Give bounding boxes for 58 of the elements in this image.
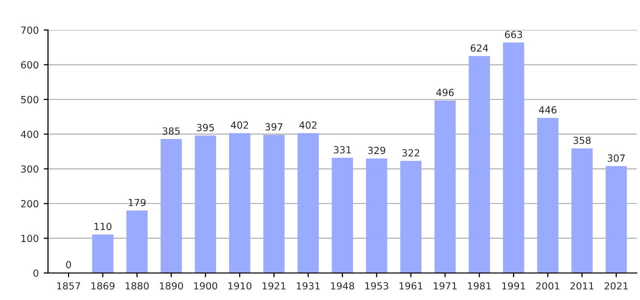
bar bbox=[606, 166, 627, 273]
bar bbox=[332, 158, 354, 273]
x-tick-label: 1900 bbox=[194, 282, 218, 290]
data-label: 322 bbox=[402, 149, 420, 157]
data-label: 329 bbox=[368, 146, 386, 154]
data-label: 397 bbox=[265, 123, 282, 131]
x-tick-label: 1991 bbox=[502, 282, 526, 290]
data-label: 358 bbox=[573, 136, 591, 144]
bar bbox=[571, 148, 593, 273]
x-tick-label: 1921 bbox=[262, 282, 286, 290]
x-tick-label: 1961 bbox=[400, 282, 422, 290]
y-tick-label: 0 bbox=[33, 269, 38, 277]
bar bbox=[537, 118, 558, 273]
x-tick-label: 1890 bbox=[160, 282, 183, 290]
y-tick-label: 700 bbox=[21, 26, 38, 34]
data-label: 307 bbox=[608, 154, 625, 162]
x-tick-label: 2011 bbox=[570, 282, 594, 290]
x-tick-label: 1931 bbox=[296, 282, 320, 290]
y-tick-label: 100 bbox=[21, 234, 38, 242]
data-label: 402 bbox=[230, 121, 248, 129]
x-tick-label: 1948 bbox=[331, 282, 354, 290]
bar bbox=[194, 136, 216, 273]
x-tick-label: 1869 bbox=[91, 282, 114, 290]
bar bbox=[160, 139, 182, 273]
y-tick-label: 400 bbox=[20, 130, 38, 138]
data-label: 110 bbox=[94, 222, 112, 230]
x-tick-label: 1953 bbox=[365, 282, 388, 290]
data-label: 179 bbox=[128, 198, 146, 206]
bar bbox=[502, 42, 524, 273]
x-tick-label: 1880 bbox=[126, 282, 149, 290]
bar bbox=[126, 210, 148, 273]
x-tick-label: 1857 bbox=[57, 282, 80, 290]
data-label: 624 bbox=[470, 44, 488, 52]
bar bbox=[434, 100, 456, 273]
x-tick-label: 2001 bbox=[536, 282, 560, 290]
y-tick-label: 500 bbox=[21, 96, 38, 104]
data-label: 663 bbox=[504, 30, 522, 38]
bar bbox=[468, 56, 490, 273]
x-tick-label: 1910 bbox=[228, 282, 252, 290]
data-label: 0 bbox=[66, 260, 71, 268]
bar bbox=[92, 234, 114, 273]
x-tick-label: 1971 bbox=[434, 282, 457, 290]
bar bbox=[366, 158, 388, 273]
x-tick-label: 2021 bbox=[604, 282, 628, 290]
data-label: 402 bbox=[299, 121, 316, 129]
bar bbox=[229, 133, 250, 273]
data-label: 331 bbox=[334, 146, 351, 154]
bar bbox=[400, 160, 422, 273]
y-tick-label: 300 bbox=[21, 165, 38, 173]
y-tick-label: 600 bbox=[21, 61, 38, 69]
y-tick-label: 200 bbox=[21, 200, 38, 208]
data-label: 446 bbox=[538, 106, 556, 114]
data-label: 395 bbox=[196, 124, 214, 132]
bar bbox=[263, 134, 285, 273]
data-label: 496 bbox=[436, 88, 454, 96]
x-tick-label: 1981 bbox=[468, 282, 491, 290]
data-label: 385 bbox=[162, 127, 180, 135]
bar bbox=[298, 133, 319, 273]
